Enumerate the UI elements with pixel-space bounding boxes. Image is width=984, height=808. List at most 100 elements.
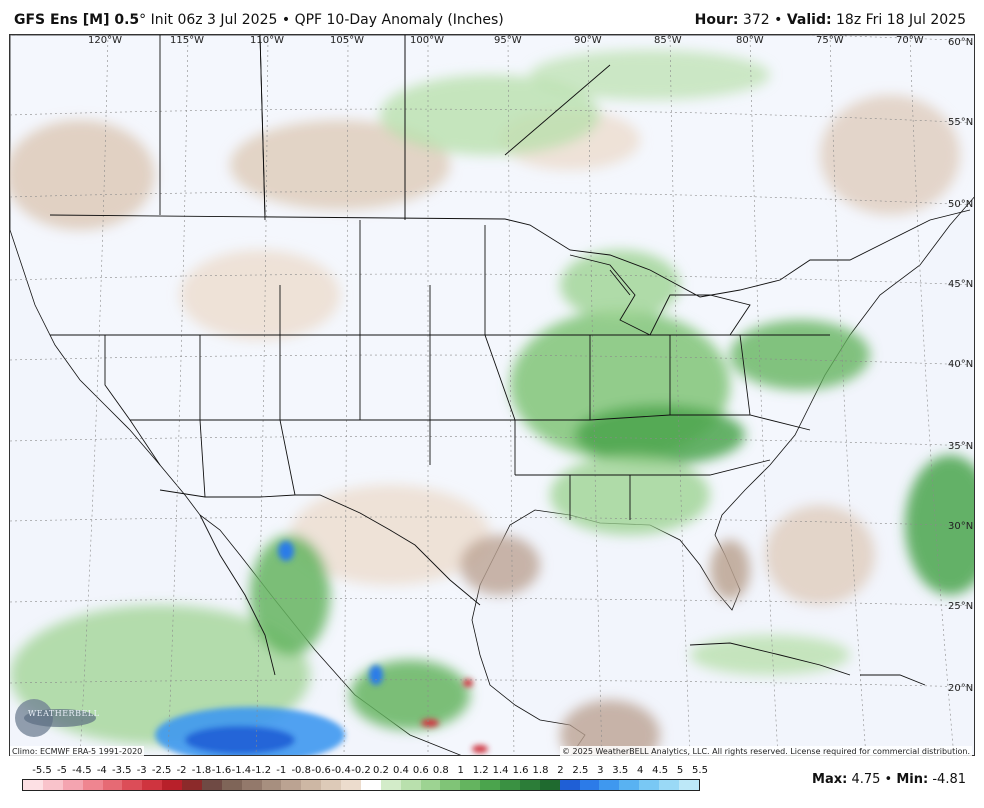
legend-swatch	[360, 780, 381, 790]
legend-tick-label: 5.5	[692, 765, 708, 776]
anomaly-wet-hudson	[530, 50, 770, 100]
grid-lat-45n	[10, 273, 974, 286]
anomaly-dry-quebec	[820, 95, 960, 215]
legend-swatch	[261, 780, 282, 790]
map-panel: 120°W 115°W 110°W 105°W 100°W 95°W 90°W …	[9, 34, 975, 756]
max-min-readout: Max: 4.75 • Min: -4.81	[812, 772, 966, 787]
legend-swatch	[659, 780, 679, 790]
legend-swatch	[201, 780, 222, 790]
great-lakes	[569, 254, 751, 336]
legend-tick-label: -3.5	[111, 765, 132, 776]
legend-tick-labels: -5.5 -5 -4.5 -4 -3.5 -3 -2.5 -2 -1.8 -1.6 -1.4 -1.2…	[22, 765, 708, 779]
lat-label-30n: 30°N	[948, 521, 974, 532]
anomaly-wet-great-lakes	[560, 250, 680, 320]
anomaly-dry-atlantic	[765, 505, 875, 605]
state-line-16	[739, 334, 751, 416]
grid-lat-30n	[10, 516, 974, 527]
legend-tick-label: 1	[457, 765, 464, 776]
grid-lon-75w	[829, 35, 867, 755]
grid-lon-70w	[909, 35, 955, 755]
legend-tick-label: -3	[136, 765, 147, 776]
legend-colorbar	[22, 779, 700, 791]
legend-swatch	[539, 780, 560, 790]
legend-tick-label: 5	[676, 765, 684, 776]
degree-sign: °	[139, 12, 147, 28]
anomaly-shading	[10, 50, 974, 755]
max-value: 4.75	[851, 772, 881, 787]
legend-tick-label: -4.5	[72, 765, 92, 776]
legend-tick-label: -0.4	[331, 765, 351, 776]
lon-label-80w: 80°W	[736, 35, 764, 46]
legend-swatch	[579, 780, 600, 790]
hour-value: 372	[742, 12, 770, 28]
anomaly-wet-cuba	[690, 635, 850, 675]
legend-tick-label: 1.4	[492, 765, 509, 776]
legend-swatch	[639, 780, 659, 790]
valid-bullet: •	[774, 12, 783, 28]
legend-swatch	[480, 780, 500, 790]
state-line-18	[50, 334, 161, 466]
model-name: GFS Ens [M] 0.5	[14, 12, 140, 28]
lat-label-35n: 35°N	[948, 441, 974, 452]
grid-lat-35n	[10, 436, 974, 447]
legend-tick-label: -5.5	[32, 765, 52, 776]
legend-tick-label: -2	[176, 765, 187, 776]
grid-lon-120w	[79, 35, 109, 755]
baja-coast	[199, 514, 276, 676]
legend-tick-label: 1.6	[512, 765, 529, 776]
title-bullet: •	[281, 12, 291, 28]
legend-swatch	[221, 780, 242, 790]
maxmin-separator: •	[884, 772, 893, 787]
legend-tick-label: -1.2	[251, 765, 272, 776]
anomaly-dry-sw	[290, 485, 490, 585]
legend-tick-label: 0.4	[392, 765, 409, 776]
hispaniola-coast	[860, 674, 926, 686]
legend-tick-label: 2	[557, 765, 564, 776]
grid-lon-90w	[587, 35, 603, 755]
logo-text: WEATHERBELL	[28, 709, 100, 718]
lon-label-110w: 110°W	[250, 35, 284, 46]
cuba-coast	[689, 642, 851, 676]
map-header: GFS Ens [M] 0.5° Init 06z 3 Jul 2025 • Q…	[0, 0, 984, 34]
border-canada-provinces	[159, 35, 611, 219]
grid-lon-85w	[669, 35, 691, 755]
anomaly-wet-tennessee	[575, 405, 745, 465]
legend-swatch	[559, 780, 580, 790]
legend-swatch	[23, 780, 43, 790]
legend-tick-label: 2.5	[572, 765, 589, 776]
legend-tick-label: 1.2	[472, 765, 489, 776]
anomaly-dry-caribbean	[560, 700, 660, 755]
anomaly-dry-nw	[10, 120, 155, 230]
lon-label-120w: 120°W	[88, 35, 122, 46]
lon-label-75w: 75°W	[816, 35, 844, 46]
anomaly-wet-north-central	[380, 75, 600, 155]
anomaly-dry-rockies	[180, 250, 340, 340]
state-line-9	[484, 225, 516, 475]
valid-value: 18z Fri 18 Jul 2025	[836, 12, 966, 28]
legend-swatch	[122, 780, 143, 790]
legend-swatch	[420, 780, 441, 790]
anomaly-blue-mexico	[369, 665, 383, 685]
grid-lon-110w	[255, 35, 269, 755]
anomaly-red-1	[421, 719, 439, 727]
anomaly-wet-mexico-south	[350, 660, 470, 730]
legend-tick-label: -0.6	[311, 765, 331, 776]
anomaly-blue-pacific-core	[185, 726, 295, 754]
legend-swatch	[440, 780, 461, 790]
legend-swatch	[82, 780, 103, 790]
map-canvas	[10, 35, 974, 755]
legend-swatch	[321, 780, 341, 790]
legend-tick-label: -2.5	[151, 765, 172, 776]
legend-swatch	[301, 780, 322, 790]
legend-swatch	[241, 780, 262, 790]
legend-tick-label: -4	[96, 765, 107, 776]
lat-label-20n: 20°N	[948, 683, 974, 694]
legend-tick-label: 3	[597, 765, 604, 776]
legend-tick-label: 3.5	[612, 765, 629, 776]
anomaly-red-3	[463, 679, 473, 687]
legend-tick-label: -1	[276, 765, 287, 776]
grid-lat-40n	[10, 354, 974, 366]
legend-tick-label: -1.8	[191, 765, 212, 776]
max-label: Max:	[812, 772, 848, 787]
climo-note: Climo: ECMWF ERA-5 1991-2020	[10, 746, 145, 757]
